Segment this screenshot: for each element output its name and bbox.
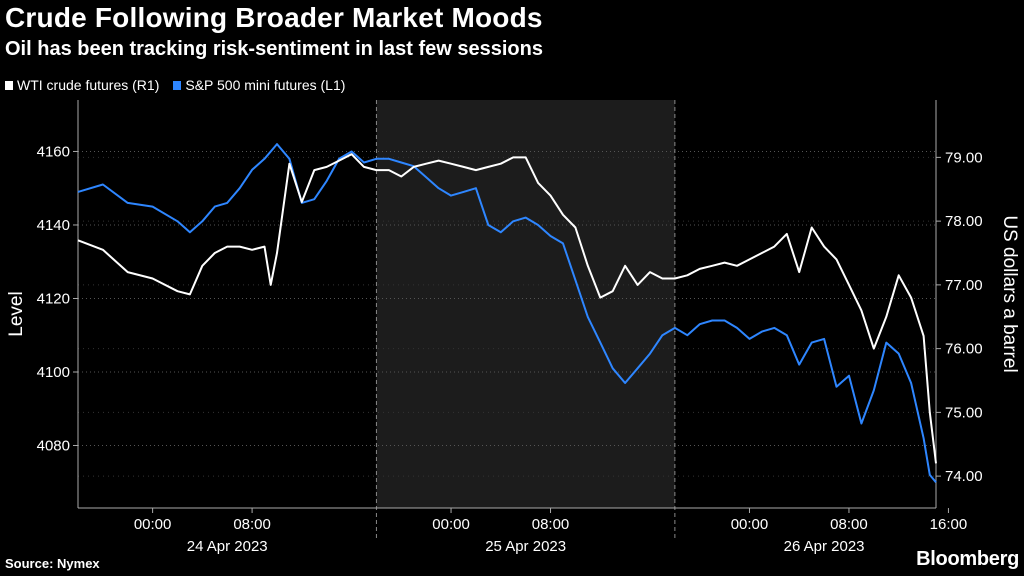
axes — [77, 100, 937, 509]
x-time-label-4: 00:00 — [731, 516, 769, 533]
x-date-label-2: 26 Apr 2023 — [784, 538, 865, 555]
right-tick-label-1: 75.00 — [945, 404, 983, 421]
legend-item-sp500: S&P 500 mini futures (L1) — [173, 77, 345, 93]
x-date-label-0: 24 Apr 2023 — [187, 538, 268, 555]
source-note: Source: Nymex — [5, 556, 100, 571]
right-tick-label-4: 78.00 — [945, 213, 983, 230]
left-axis-title: Level — [6, 291, 27, 336]
legend: WTI crude futures (R1) S&P 500 mini futu… — [5, 77, 345, 93]
legend-swatch-wti — [5, 80, 13, 90]
chart-title: Crude Following Broader Market Moods — [5, 2, 543, 33]
x-time-label-5: 08:00 — [830, 516, 868, 533]
tick-labels: 4080 4100 4120 4140 4160 74.00 75.00 76.00 77.00… — [37, 143, 983, 555]
shaded-session — [376, 100, 675, 508]
right-tick-label-3: 77.00 — [945, 277, 983, 294]
x-time-label-6: 16:00 — [930, 516, 968, 533]
chart-subtitle: Oil has been tracking risk-sentiment in … — [5, 38, 543, 60]
right-tick-label-0: 74.00 — [945, 468, 983, 485]
left-tick-label-2: 4120 — [37, 290, 70, 307]
right-axis-title: US dollars a barrel — [999, 215, 1020, 372]
left-tick-label-1: 4100 — [37, 364, 70, 381]
legend-swatch-sp500 — [173, 80, 182, 90]
legend-item-wti: WTI crude futures (R1) — [5, 77, 159, 93]
series-line-sp500 — [77, 143, 937, 483]
session-shade-layer — [376, 100, 675, 508]
left-tick-label-4: 4160 — [37, 143, 70, 160]
bloomberg-logo: Bloomberg — [916, 548, 1019, 570]
series-line-wti — [77, 153, 937, 464]
legend-label-wti: WTI crude futures (R1) — [17, 77, 160, 93]
x-time-label-0: 00:00 — [134, 516, 172, 533]
right-tick-label-2: 76.00 — [945, 341, 983, 358]
x-time-label-2: 00:00 — [432, 516, 470, 533]
legend-label-sp500: S&P 500 mini futures (L1) — [185, 77, 346, 93]
series-lines — [77, 143, 937, 483]
left-tick-label-0: 4080 — [37, 438, 70, 455]
right-tick-label-5: 79.00 — [945, 149, 983, 166]
x-date-label-1: 25 Apr 2023 — [485, 538, 566, 555]
left-tick-label-3: 4140 — [37, 217, 70, 234]
x-time-label-1: 08:00 — [233, 516, 271, 533]
x-time-label-3: 08:00 — [532, 516, 570, 533]
day-separators — [375, 100, 676, 538]
